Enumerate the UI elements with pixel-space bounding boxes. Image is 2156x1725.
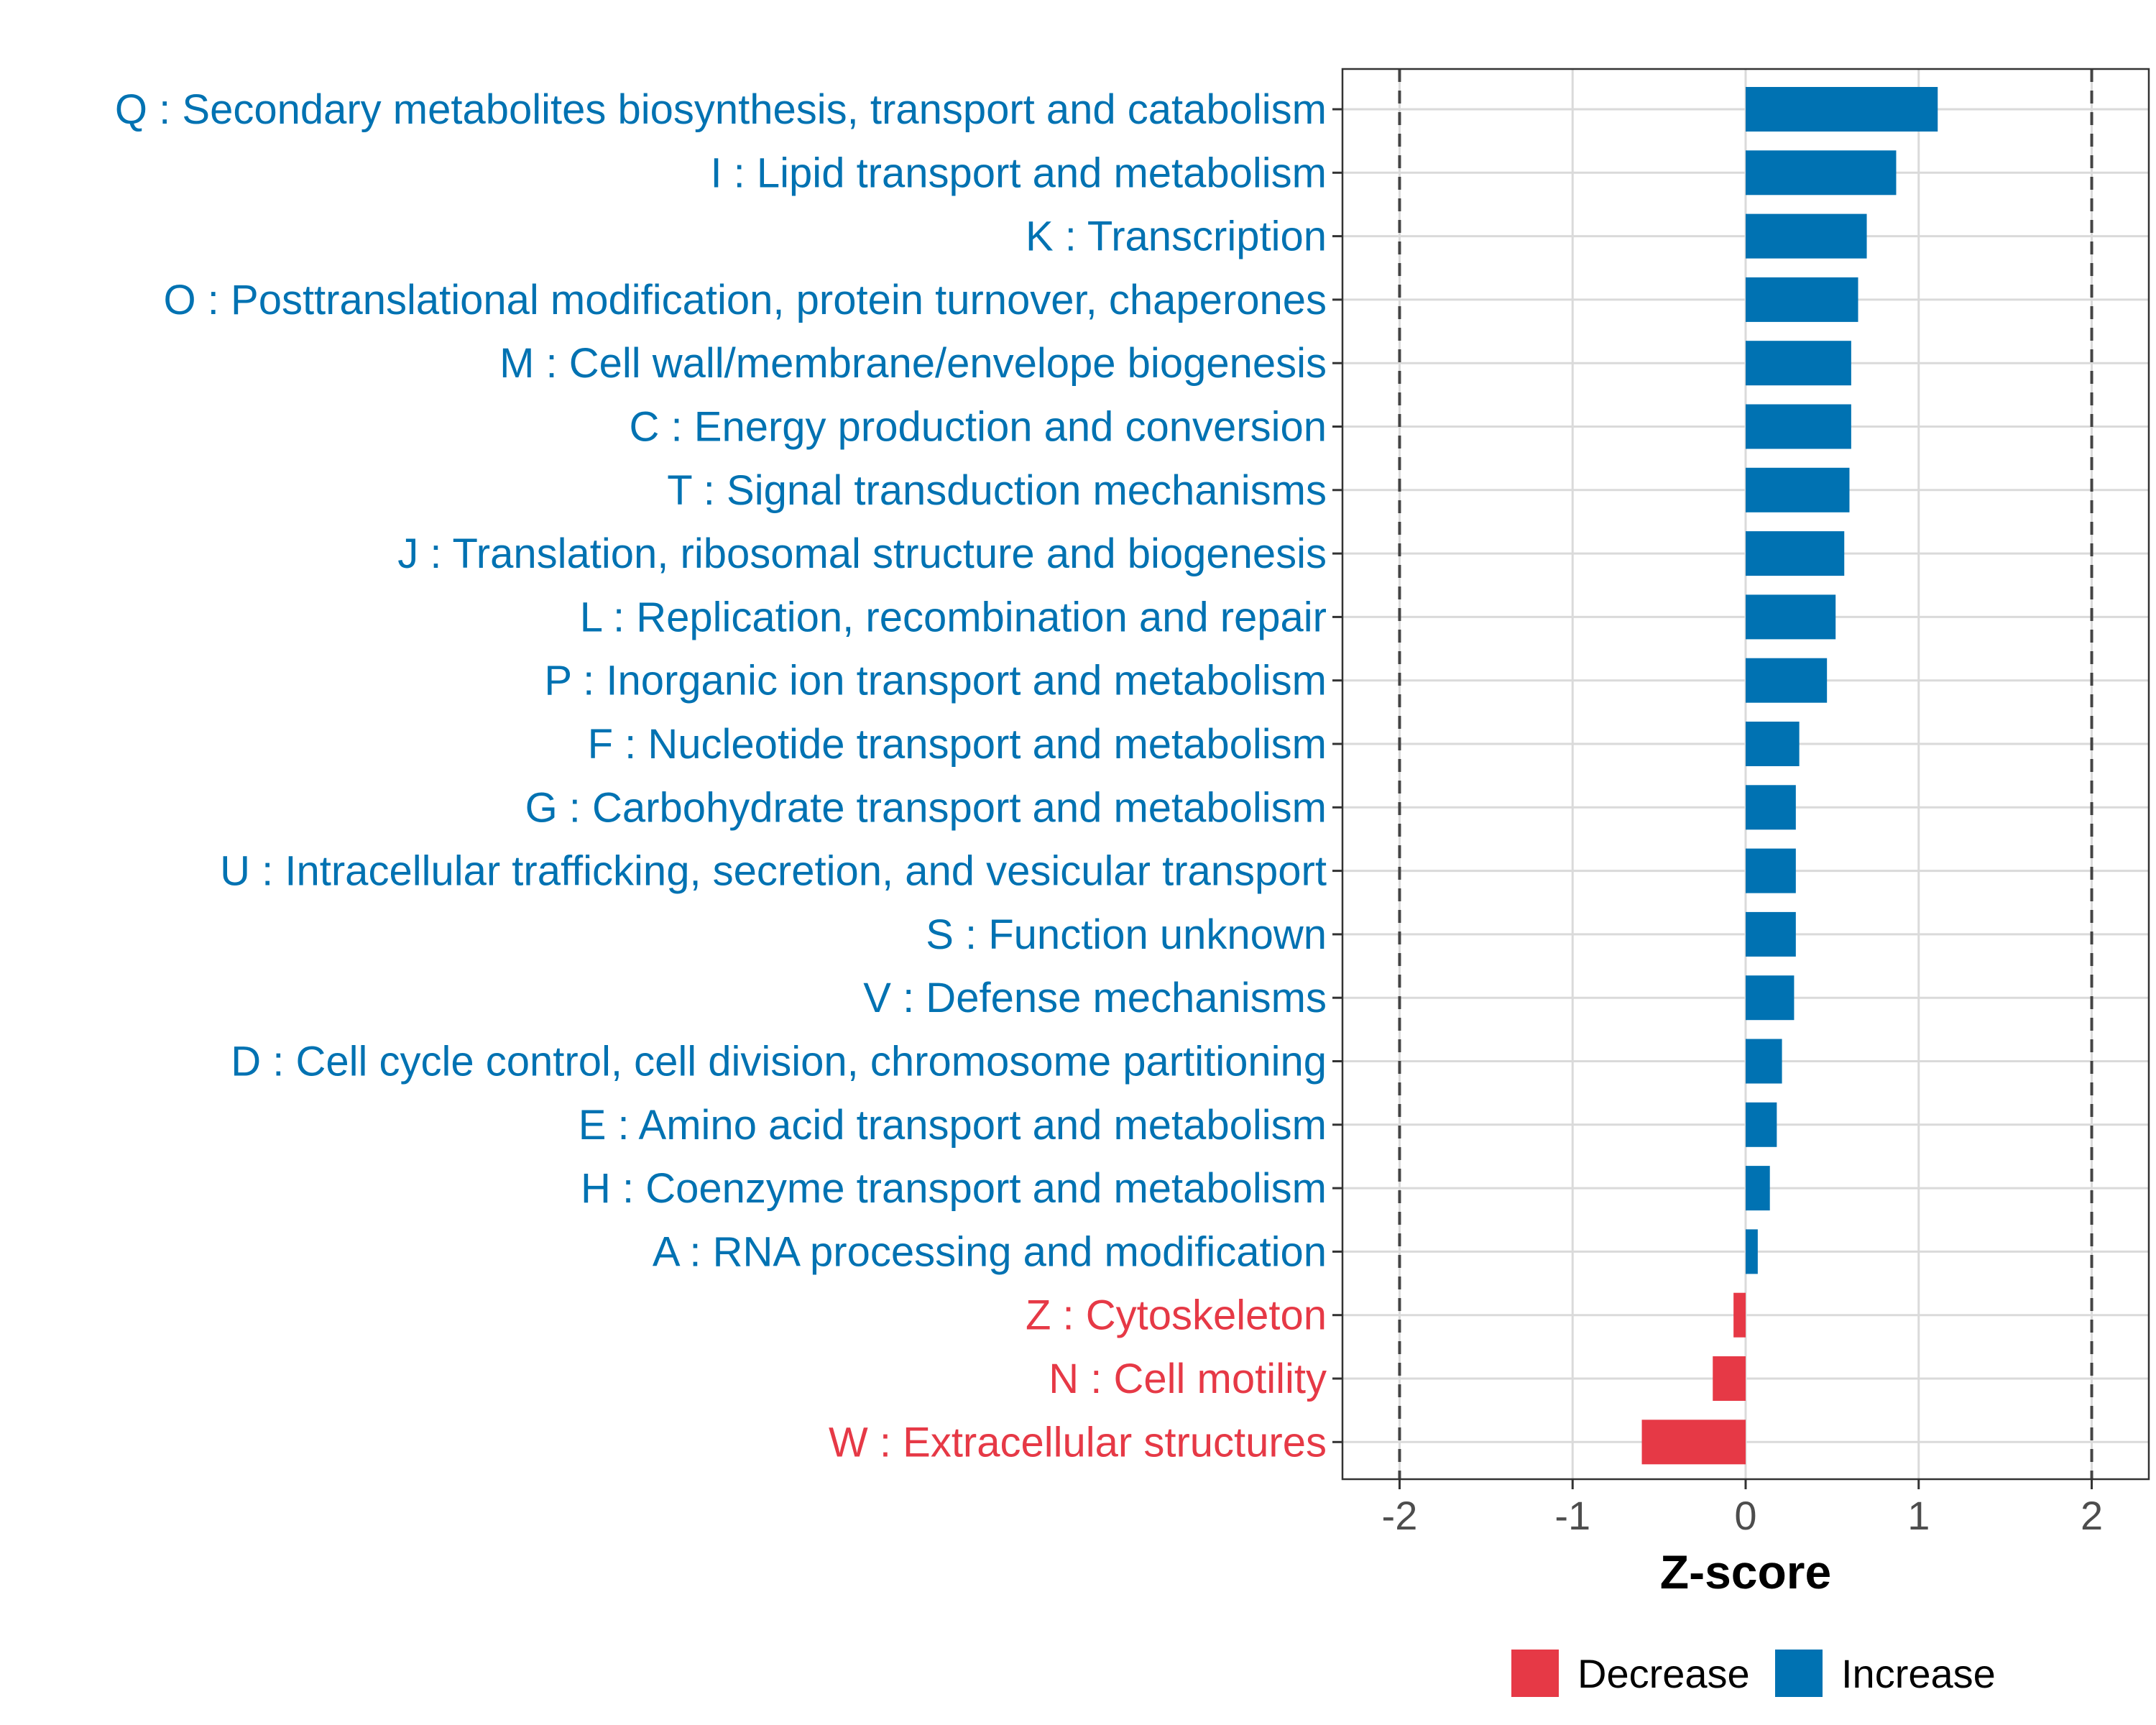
bar bbox=[1746, 785, 1796, 830]
bar bbox=[1746, 341, 1851, 386]
bar bbox=[1746, 1229, 1758, 1274]
category-labels: Q : Secondary metabolites biosynthesis, … bbox=[115, 86, 1327, 1466]
category-label: G : Carbohydrate transport and metabolis… bbox=[525, 784, 1327, 831]
category-label: J : Translation, ribosomal structure and… bbox=[397, 530, 1327, 577]
bar bbox=[1746, 404, 1851, 449]
category-label: U : Intracellular trafficking, secretion… bbox=[220, 848, 1327, 895]
legend-label-increase: Increase bbox=[1841, 1651, 1996, 1696]
x-tick-label: -1 bbox=[1554, 1493, 1590, 1538]
bar bbox=[1713, 1356, 1746, 1401]
bar bbox=[1746, 594, 1836, 640]
bar bbox=[1746, 277, 1858, 322]
bar bbox=[1746, 848, 1796, 893]
category-label: V : Defense mechanisms bbox=[863, 975, 1327, 1021]
category-label: P : Inorganic ion transport and metaboli… bbox=[544, 658, 1327, 704]
bar bbox=[1746, 213, 1867, 259]
category-label: M : Cell wall/membrane/envelope biogenes… bbox=[499, 340, 1327, 387]
bar bbox=[1746, 911, 1796, 957]
bar bbox=[1746, 722, 1800, 766]
category-label: I : Lipid transport and metabolism bbox=[710, 150, 1327, 196]
category-label: W : Extracellular structures bbox=[829, 1419, 1327, 1466]
category-label: S : Function unknown bbox=[926, 911, 1327, 958]
legend-label-decrease: Decrease bbox=[1577, 1651, 1750, 1696]
category-label: Q : Secondary metabolites biosynthesis, … bbox=[115, 86, 1327, 133]
x-tick-label: -2 bbox=[1382, 1493, 1418, 1538]
bar bbox=[1746, 658, 1828, 703]
category-label: C : Energy production and conversion bbox=[630, 404, 1327, 451]
bars bbox=[1641, 87, 1938, 1465]
bar bbox=[1733, 1292, 1746, 1338]
bar bbox=[1746, 467, 1850, 512]
category-label: F : Nucleotide transport and metabolism bbox=[588, 721, 1327, 768]
category-label: H : Coenzyme transport and metabolism bbox=[581, 1165, 1327, 1212]
category-label: O : Posttranslational modification, prot… bbox=[164, 277, 1327, 323]
legend-swatch-decrease bbox=[1511, 1650, 1559, 1697]
bar bbox=[1641, 1420, 1746, 1465]
x-tick-label: 1 bbox=[1907, 1493, 1930, 1538]
y-axis-ticks bbox=[1332, 108, 1342, 1443]
bar bbox=[1746, 150, 1897, 196]
bar bbox=[1746, 87, 1938, 132]
bar bbox=[1746, 1039, 1782, 1084]
category-label: D : Cell cycle control, cell division, c… bbox=[231, 1039, 1327, 1085]
category-label: T : Signal transduction mechanisms bbox=[667, 467, 1327, 514]
category-label: L : Replication, recombination and repai… bbox=[580, 594, 1327, 640]
category-label: N : Cell motility bbox=[1049, 1356, 1327, 1402]
x-tick-label: 2 bbox=[2081, 1493, 2103, 1538]
legend-swatch-increase bbox=[1775, 1650, 1823, 1697]
x-axis-ticks: -2 -1 0 1 2 bbox=[1382, 1479, 2103, 1538]
bar bbox=[1746, 975, 1795, 1021]
category-label: K : Transcription bbox=[1026, 213, 1327, 260]
bar bbox=[1746, 531, 1845, 576]
legend: Decrease Increase bbox=[1511, 1650, 1996, 1697]
reference-lines bbox=[1398, 69, 2093, 1479]
x-tick-label: 0 bbox=[1734, 1493, 1756, 1538]
category-label: Z : Cytoskeleton bbox=[1026, 1292, 1327, 1339]
bar bbox=[1746, 1166, 1770, 1211]
category-label: A : RNA processing and modification bbox=[653, 1228, 1327, 1275]
x-axis-title: Z-score bbox=[1660, 1545, 1831, 1598]
bar bbox=[1746, 1102, 1777, 1147]
category-label: E : Amino acid transport and metabolism bbox=[579, 1102, 1327, 1149]
